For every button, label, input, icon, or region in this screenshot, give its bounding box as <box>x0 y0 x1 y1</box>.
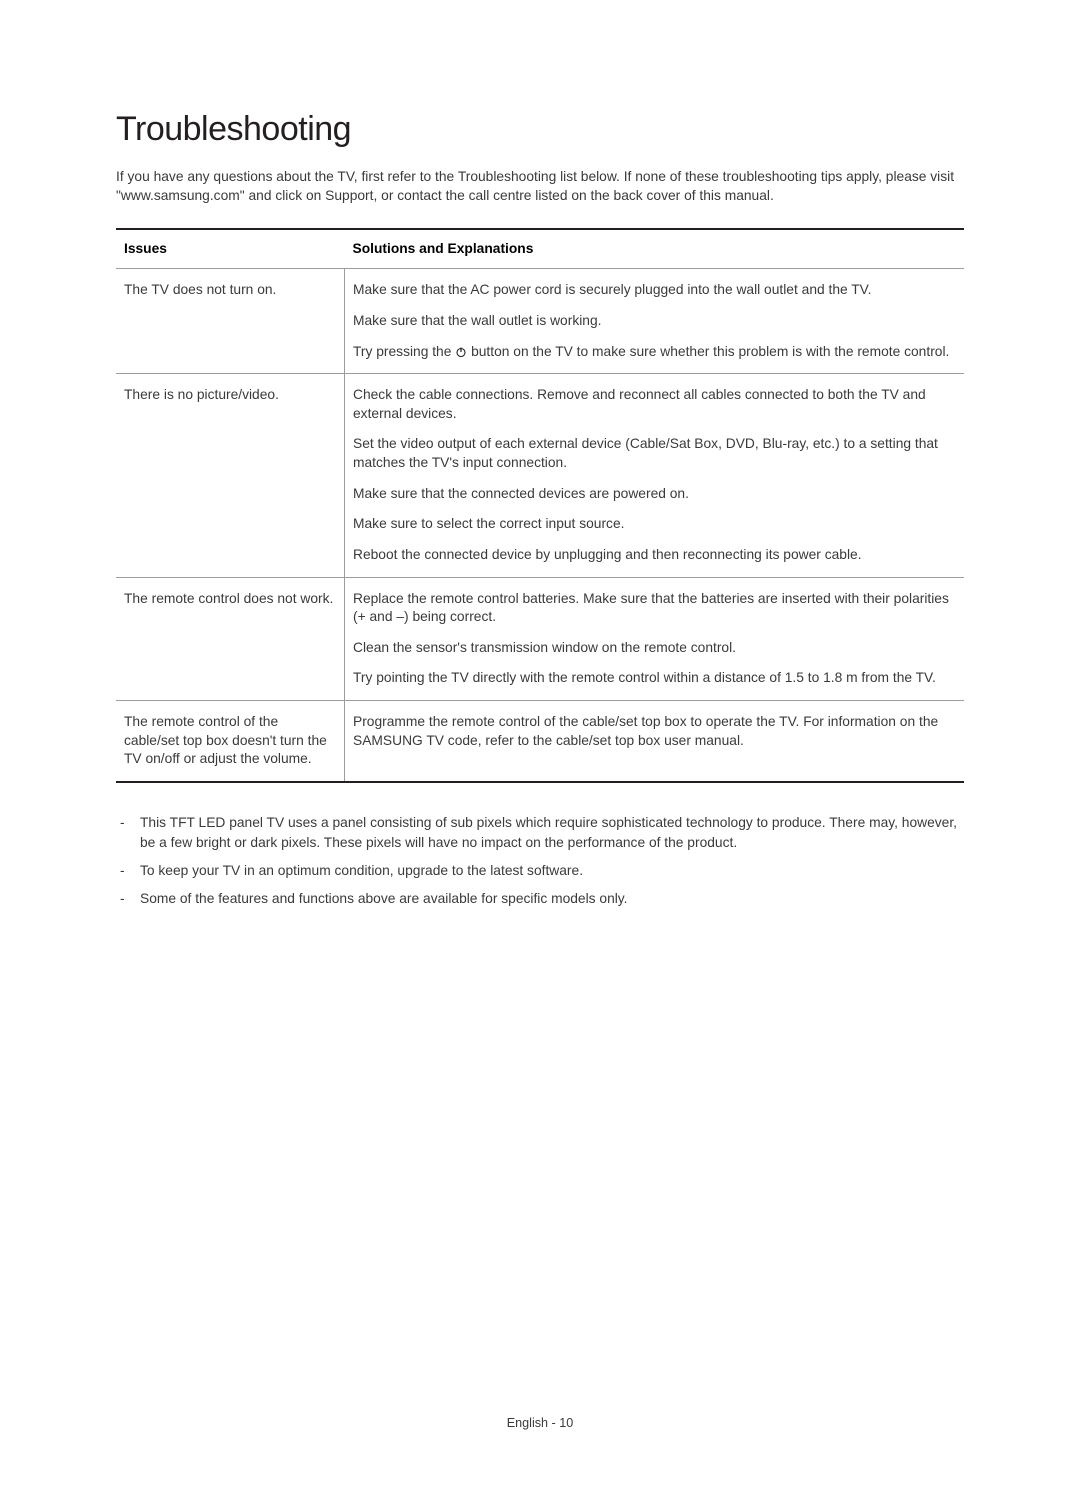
solution-text: Try pointing the TV directly with the re… <box>353 669 956 688</box>
bullet-dash: - <box>116 813 140 853</box>
solution-cell: Check the cable connections. Remove and … <box>345 374 965 577</box>
solution-cell: Replace the remote control batteries. Ma… <box>345 577 965 701</box>
issue-cell: The remote control of the cable/set top … <box>116 701 345 782</box>
bullet-dash: - <box>116 889 140 909</box>
manual-page: Troubleshooting If you have any question… <box>0 0 1080 909</box>
solution-text: Try pressing the button on the TV to mak… <box>353 343 956 362</box>
note-item: - To keep your TV in an optimum conditio… <box>116 861 964 881</box>
note-text: This TFT LED panel TV uses a panel consi… <box>140 813 964 853</box>
issue-cell: There is no picture/video. <box>116 374 345 577</box>
power-icon <box>455 346 467 358</box>
note-item: - Some of the features and functions abo… <box>116 889 964 909</box>
solution-text: Make sure that the AC power cord is secu… <box>353 281 956 300</box>
table-row: The remote control does not work. Replac… <box>116 577 964 701</box>
col-header-issues: Issues <box>116 229 345 269</box>
solution-text: Clean the sensor's transmission window o… <box>353 639 956 658</box>
solution-cell: Make sure that the AC power cord is secu… <box>345 269 965 374</box>
solution-text: Check the cable connections. Remove and … <box>353 386 956 423</box>
solution-text: Reboot the connected device by unpluggin… <box>353 546 956 565</box>
note-item: - This TFT LED panel TV uses a panel con… <box>116 813 964 853</box>
page-title: Troubleshooting <box>116 110 964 149</box>
issue-cell: The remote control does not work. <box>116 577 345 701</box>
notes-list: - This TFT LED panel TV uses a panel con… <box>116 813 964 909</box>
troubleshooting-table: Issues Solutions and Explanations The TV… <box>116 228 964 783</box>
table-row: The remote control of the cable/set top … <box>116 701 964 782</box>
solution-text: Set the video output of each external de… <box>353 435 956 472</box>
note-text: Some of the features and functions above… <box>140 889 628 909</box>
solution-text-pre: Try pressing the <box>353 344 455 359</box>
solution-text: Replace the remote control batteries. Ma… <box>353 590 956 627</box>
note-text: To keep your TV in an optimum condition,… <box>140 861 583 881</box>
page-footer: English - 10 <box>0 1416 1080 1430</box>
solution-text: Make sure that the connected devices are… <box>353 485 956 504</box>
issue-cell: The TV does not turn on. <box>116 269 345 374</box>
solution-text-post: button on the TV to make sure whether th… <box>467 344 949 359</box>
solution-text: Make sure that the wall outlet is workin… <box>353 312 956 331</box>
solution-text: Programme the remote control of the cabl… <box>353 713 956 750</box>
solution-cell: Programme the remote control of the cabl… <box>345 701 965 782</box>
solution-text: Make sure to select the correct input so… <box>353 515 956 534</box>
table-row: There is no picture/video. Check the cab… <box>116 374 964 577</box>
col-header-solutions: Solutions and Explanations <box>345 229 965 269</box>
intro-paragraph: If you have any questions about the TV, … <box>116 167 964 206</box>
table-row: The TV does not turn on. Make sure that … <box>116 269 964 374</box>
bullet-dash: - <box>116 861 140 881</box>
